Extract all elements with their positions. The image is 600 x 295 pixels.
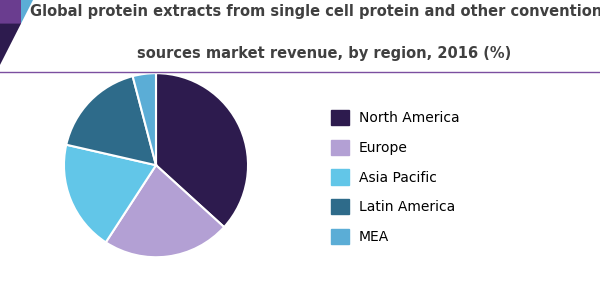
Legend: North America, Europe, Asia Pacific, Latin America, MEA: North America, Europe, Asia Pacific, Lat… — [331, 110, 460, 244]
Wedge shape — [106, 165, 224, 257]
Text: Global protein extracts from single cell protein and other conventional: Global protein extracts from single cell… — [31, 4, 600, 19]
Wedge shape — [156, 73, 248, 227]
Wedge shape — [64, 145, 156, 242]
Wedge shape — [66, 76, 156, 165]
Text: sources market revenue, by region, 2016 (%): sources market revenue, by region, 2016 … — [137, 46, 511, 61]
Wedge shape — [133, 73, 156, 165]
